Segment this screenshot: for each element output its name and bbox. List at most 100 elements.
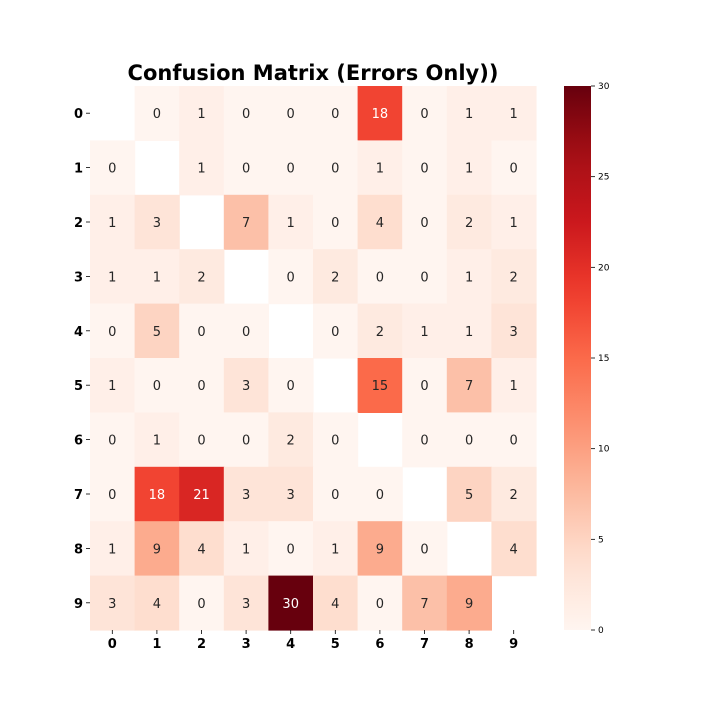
- cell-value-label: 4: [376, 216, 384, 231]
- cell-value-label: 0: [510, 162, 518, 177]
- heatmap-cell: [446, 412, 492, 468]
- heatmap-cell: [491, 86, 537, 141]
- cell-value-label: 0: [108, 488, 116, 503]
- y-tick-label: 0: [74, 107, 83, 122]
- cell-value-label: 0: [376, 488, 384, 503]
- heatmap-cell: [268, 466, 314, 522]
- heatmap-cell: [134, 466, 180, 522]
- cell-value-label: 0: [242, 325, 250, 340]
- heatmap-cell: [402, 412, 448, 468]
- cell-value-label: 0: [420, 270, 428, 285]
- heatmap-cell: [90, 358, 136, 413]
- heatmap-cell: [402, 140, 448, 196]
- heatmap-cell: [313, 140, 359, 196]
- heatmap-cell: [223, 466, 269, 522]
- heatmap-cell: [313, 249, 359, 305]
- heatmap-cell: [134, 575, 180, 631]
- cell-value-label: 2: [331, 270, 339, 285]
- heatmap-cell: [90, 303, 136, 359]
- heatmap-cell: [179, 358, 225, 413]
- y-tick-label: 5: [74, 379, 83, 394]
- cell-value-label: 3: [153, 216, 161, 231]
- heatmap-cell: [313, 466, 359, 522]
- cell-value-label: 7: [420, 597, 428, 612]
- heatmap-cell: [357, 466, 403, 522]
- cell-value-label: 1: [376, 162, 384, 177]
- heatmap-cell: [491, 140, 537, 196]
- heatmap-cell: [446, 575, 492, 631]
- heatmap-cell: [268, 575, 314, 631]
- cell-value-label: 15: [372, 379, 389, 394]
- cell-value-label: 3: [510, 325, 518, 340]
- cell-value-label: 1: [465, 107, 473, 122]
- cell-value-label: 9: [465, 597, 473, 612]
- colorbar-tick-label: 10: [598, 445, 610, 455]
- cell-value-label: 0: [242, 107, 250, 122]
- heatmap-cell: [179, 521, 225, 577]
- heatmap-cell: [313, 86, 359, 141]
- heatmap-cell: [402, 303, 448, 359]
- x-tick-label: 2: [197, 637, 206, 652]
- y-tick-label: 6: [74, 434, 83, 449]
- heatmap-cell: [179, 86, 225, 141]
- heatmap-cell: [402, 194, 448, 250]
- heatmap-cell: [134, 86, 180, 141]
- y-tick-label: 8: [74, 542, 83, 557]
- heatmap-cell: [357, 86, 403, 141]
- heatmap-cell: [357, 194, 403, 250]
- y-axis: 0 1 2 3 4 5 6 7 8 9: [74, 107, 90, 612]
- cell-value-label: 4: [197, 542, 205, 557]
- heatmap-cell: [90, 249, 136, 305]
- heatmap-cell: [223, 521, 269, 577]
- heatmap-cell: [313, 194, 359, 250]
- heatmap-cell: [134, 194, 180, 250]
- cell-value-label: 0: [197, 379, 205, 394]
- cell-value-label: 3: [242, 379, 250, 394]
- cell-value-label: 0: [197, 597, 205, 612]
- cell-value-label: 3: [108, 597, 116, 612]
- cell-value-label: 0: [376, 270, 384, 285]
- heatmap-cell: [134, 412, 180, 468]
- heatmap-cell: [446, 466, 492, 522]
- colorbar-tick-label: 25: [598, 173, 609, 183]
- colorbar-tick-label: 0: [598, 626, 604, 636]
- cell-value-label: 1: [108, 270, 116, 285]
- heatmap-cell: [357, 358, 403, 413]
- cell-value-label: 0: [197, 325, 205, 340]
- heatmap-cell: [491, 466, 537, 522]
- cell-value-label: 1: [510, 216, 518, 231]
- cell-value-label: 2: [510, 270, 518, 285]
- cell-value-label: 1: [465, 162, 473, 177]
- cell-value-label: 1: [197, 107, 205, 122]
- cell-value-label: 4: [510, 542, 518, 557]
- cell-value-label: 0: [153, 107, 161, 122]
- cell-value-label: 0: [287, 270, 295, 285]
- x-tick-label: 4: [286, 637, 295, 652]
- cell-value-label: 0: [331, 488, 339, 503]
- heatmap-cell: [223, 412, 269, 468]
- cell-value-label: 2: [510, 488, 518, 503]
- heatmap-cell: [134, 249, 180, 305]
- cell-value-label: 0: [331, 325, 339, 340]
- colorbar-tick-label: 30: [598, 82, 610, 92]
- cell-value-label: 0: [153, 379, 161, 394]
- heatmap-cell: [134, 358, 180, 413]
- cell-value-label: 0: [287, 162, 295, 177]
- y-tick-label: 4: [74, 325, 83, 340]
- cell-value-label: 1: [465, 270, 473, 285]
- colorbar-tick-label: 15: [598, 354, 609, 364]
- cell-value-label: 1: [331, 542, 339, 557]
- heatmap-cell: [179, 140, 225, 196]
- cell-value-label: 18: [149, 488, 166, 503]
- cell-value-label: 3: [242, 597, 250, 612]
- cell-value-label: 0: [287, 379, 295, 394]
- heatmap-cell: [268, 194, 314, 250]
- cell-value-label: 0: [420, 107, 428, 122]
- cell-value-label: 0: [331, 162, 339, 177]
- x-tick-label: 6: [375, 637, 384, 652]
- heatmap-cell: [268, 412, 314, 468]
- cell-value-label: 3: [287, 488, 295, 503]
- cell-value-label: 4: [331, 597, 339, 612]
- heatmap-cell: [402, 575, 448, 631]
